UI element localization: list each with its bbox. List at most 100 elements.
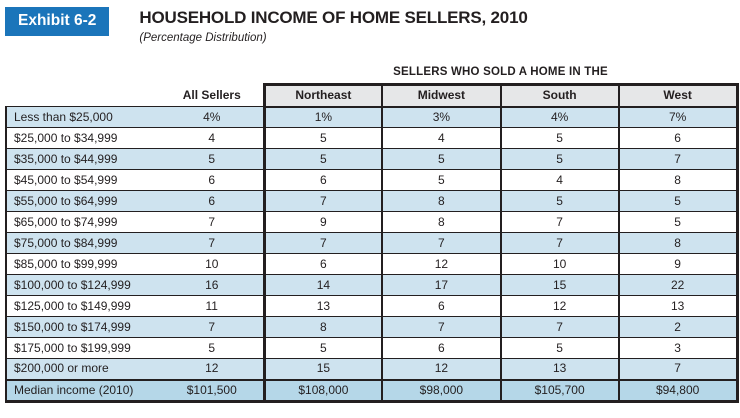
cell-south: 4% <box>499 106 620 129</box>
table-row: $100,000 to $124,999 16 14 17 15 22 <box>5 274 739 297</box>
row-label: $175,000 to $199,999 <box>5 337 161 360</box>
exhibit-header: Exhibit 6-2 HOUSEHOLD INCOME OF HOME SEL… <box>5 7 736 44</box>
cell-all-sellers: 5 <box>161 337 265 360</box>
cell-all-sellers: 6 <box>161 169 265 192</box>
cell-midwest: 12 <box>381 253 502 276</box>
cell-northeast: 14 <box>262 274 383 297</box>
cell-all-sellers: 16 <box>161 274 265 297</box>
cell-midwest: 6 <box>381 295 502 318</box>
cell-midwest: 3% <box>381 106 502 129</box>
cell-all-sellers: 4% <box>161 106 265 129</box>
cell-west: 2 <box>617 316 739 339</box>
cell-all-sellers: 12 <box>161 358 265 381</box>
column-header-south: South <box>499 83 620 108</box>
row-label: $25,000 to $34,999 <box>5 127 161 150</box>
median-cell-northeast: $108,000 <box>262 378 383 404</box>
table-row: $25,000 to $34,999 4 5 4 5 6 <box>5 127 739 150</box>
median-cell-all-sellers: $101,500 <box>161 378 265 404</box>
cell-all-sellers: 7 <box>161 316 265 339</box>
cell-west: 22 <box>617 274 739 297</box>
cell-northeast: 6 <box>262 169 383 192</box>
cell-northeast: 7 <box>262 232 383 255</box>
cell-northeast: 6 <box>262 253 383 276</box>
cell-west: 8 <box>617 232 739 255</box>
cell-west: 5 <box>617 211 739 234</box>
cell-west: 3 <box>617 337 739 360</box>
cell-south: 12 <box>499 295 620 318</box>
cell-all-sellers: 11 <box>161 295 265 318</box>
table-row: $125,000 to $149,999 11 13 6 12 13 <box>5 295 739 318</box>
cell-midwest: 7 <box>381 232 502 255</box>
column-header-row: All Sellers Northeast Midwest South West <box>6 83 739 108</box>
cell-west: 5 <box>617 190 739 213</box>
table-row: $45,000 to $54,999 6 6 5 4 8 <box>5 169 739 192</box>
row-label: $85,000 to $99,999 <box>5 253 161 276</box>
cell-northeast: 7 <box>262 190 383 213</box>
row-label: $45,000 to $54,999 <box>5 169 161 192</box>
row-label: $200,000 or more <box>5 358 161 381</box>
table-row: $175,000 to $199,999 5 5 6 5 3 <box>5 337 739 360</box>
table-row: $85,000 to $99,999 10 6 12 10 9 <box>5 253 739 276</box>
cell-all-sellers: 7 <box>161 211 265 234</box>
table-row: $35,000 to $44,999 5 5 5 5 7 <box>5 148 739 171</box>
table-row: $65,000 to $74,999 7 9 8 7 5 <box>5 211 739 234</box>
cell-south: 5 <box>499 148 620 171</box>
cell-midwest: 6 <box>381 337 502 360</box>
cell-midwest: 8 <box>381 190 502 213</box>
cell-west: 7% <box>617 106 739 129</box>
column-header-midwest: Midwest <box>381 83 502 108</box>
cell-west: 7 <box>617 148 739 171</box>
cell-south: 4 <box>499 169 620 192</box>
median-cell-south: $105,700 <box>499 378 620 404</box>
cell-all-sellers: 6 <box>161 190 265 213</box>
column-header-west: West <box>617 83 739 108</box>
row-label: Less than $25,000 <box>5 106 161 129</box>
cell-midwest: 7 <box>381 316 502 339</box>
row-label: $150,000 to $174,999 <box>5 316 161 339</box>
cell-south: 5 <box>499 337 620 360</box>
cell-south: 7 <box>499 232 620 255</box>
cell-northeast: 5 <box>262 127 383 150</box>
cell-south: 5 <box>499 190 620 213</box>
cell-all-sellers: 10 <box>161 253 265 276</box>
cell-west: 8 <box>617 169 739 192</box>
page-subtitle: (Percentage Distribution) <box>139 31 267 44</box>
cell-northeast: 5 <box>262 148 383 171</box>
column-header-empty <box>6 84 161 107</box>
cell-northeast: 9 <box>262 211 383 234</box>
cell-midwest: 17 <box>381 274 502 297</box>
cell-midwest: 8 <box>381 211 502 234</box>
cell-all-sellers: 7 <box>161 232 265 255</box>
table-row: $55,000 to $64,999 6 7 8 5 5 <box>5 190 739 213</box>
median-row: Median income (2010) $101,500 $108,000 $… <box>5 378 739 404</box>
column-header-all-sellers: All Sellers <box>161 84 264 107</box>
row-label: $100,000 to $124,999 <box>5 274 161 297</box>
cell-northeast: 1% <box>262 106 383 129</box>
table-footer: Median income (2010) $101,500 $108,000 $… <box>5 378 739 404</box>
cell-midwest: 5 <box>381 169 502 192</box>
table-row: $75,000 to $84,999 7 7 7 7 8 <box>5 232 739 255</box>
exhibit-badge: Exhibit 6-2 <box>5 7 110 36</box>
income-table-container: SELLERS WHO SOLD A HOME IN THE All Selle… <box>5 64 739 404</box>
median-row-label: Median income (2010) <box>5 378 161 404</box>
cell-midwest: 5 <box>381 148 502 171</box>
cell-west: 6 <box>617 127 739 150</box>
cell-west: 7 <box>617 358 739 381</box>
cell-south: 15 <box>499 274 620 297</box>
table-row: $200,000 or more 12 15 12 13 7 <box>5 358 739 381</box>
cell-south: 10 <box>499 253 620 276</box>
cell-west: 9 <box>617 253 739 276</box>
page-title: HOUSEHOLD INCOME OF HOME SELLERS, 2010 <box>139 8 528 27</box>
cell-northeast: 15 <box>262 358 383 381</box>
income-table: SELLERS WHO SOLD A HOME IN THE All Selle… <box>5 64 739 404</box>
cell-west: 13 <box>617 295 739 318</box>
cell-midwest: 12 <box>381 358 502 381</box>
row-label: $55,000 to $64,999 <box>5 190 161 213</box>
cell-south: 7 <box>499 316 620 339</box>
region-group-header: SELLERS WHO SOLD A HOME IN THE <box>264 64 738 85</box>
cell-northeast: 13 <box>262 295 383 318</box>
cell-northeast: 8 <box>262 316 383 339</box>
region-group-header-row: SELLERS WHO SOLD A HOME IN THE <box>6 64 738 85</box>
table-row: $150,000 to $174,999 7 8 7 7 2 <box>5 316 739 339</box>
median-cell-midwest: $98,000 <box>381 378 502 404</box>
